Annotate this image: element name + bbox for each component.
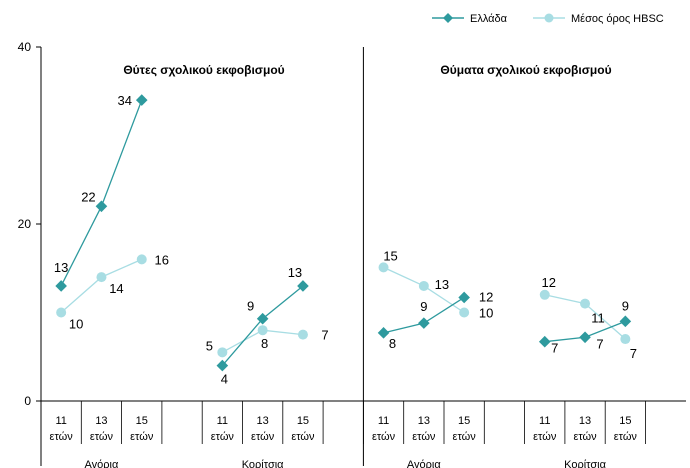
x-tick-label: ετών <box>130 431 154 443</box>
data-point-hbsc <box>620 334 631 345</box>
x-tick-label: 15 <box>297 415 309 427</box>
x-tick-label: ετών <box>453 431 477 443</box>
data-point-greece <box>458 291 470 304</box>
data-point-hbsc <box>96 272 107 283</box>
data-label: 9 <box>420 299 427 314</box>
series-line-greece <box>60 99 143 287</box>
x-tick-label: 13 <box>418 415 430 427</box>
data-point-hbsc <box>580 298 591 309</box>
legend-marker-greece <box>443 13 453 23</box>
data-point-hbsc <box>217 347 228 358</box>
x-tick-label: ετών <box>573 431 597 443</box>
y-tick-label: 20 <box>18 217 32 231</box>
data-point-hbsc <box>378 262 389 273</box>
data-point-hbsc <box>297 329 308 340</box>
x-tick-label: ετών <box>50 431 74 443</box>
x-tick-label: ετών <box>291 431 315 443</box>
data-point-hbsc <box>418 280 429 291</box>
data-label: 14 <box>109 281 123 296</box>
gender-label: Κορίτσια <box>564 459 606 468</box>
x-tick-label: ετών <box>412 431 436 443</box>
x-tick-label: 11 <box>217 415 228 427</box>
data-label: 7 <box>630 346 637 361</box>
data-point-greece <box>297 280 309 292</box>
panel-title: Θύτες σχολικού εκφοβισμού <box>123 63 284 77</box>
data-label: 10 <box>479 306 493 321</box>
data-label: 15 <box>383 248 397 263</box>
data-label: 5 <box>206 338 213 353</box>
legend-label: Μέσος όρος HBSC <box>571 13 664 25</box>
data-label: 10 <box>69 317 83 332</box>
data-point-greece <box>216 359 229 372</box>
data-label: 16 <box>155 252 169 267</box>
data-label: 4 <box>221 372 228 387</box>
data-point-greece <box>55 280 67 292</box>
data-label: 8 <box>261 336 268 351</box>
data-point-greece <box>95 200 108 213</box>
data-label: 8 <box>389 336 396 351</box>
x-tick-label: ετών <box>251 431 275 443</box>
data-label: 9 <box>622 298 629 313</box>
y-tick-label: 0 <box>24 394 31 408</box>
data-point-greece <box>135 94 148 106</box>
data-label: 7 <box>596 336 603 351</box>
x-tick-label: 11 <box>378 415 389 427</box>
x-tick-label: 15 <box>458 415 470 427</box>
data-point-greece <box>619 315 632 328</box>
x-tick-label: ετών <box>211 431 235 443</box>
data-point-hbsc <box>539 289 550 300</box>
data-label: 13 <box>288 265 302 280</box>
data-point-greece <box>579 331 591 344</box>
x-tick-label: 15 <box>619 415 631 427</box>
series-line-hbsc <box>60 258 143 313</box>
panel-title: Θύματα σχολικού εκφοβισμού <box>440 63 611 77</box>
legend-marker-hbsc <box>544 13 554 23</box>
data-label: 7 <box>551 341 558 356</box>
x-tick-label: ετών <box>372 431 396 443</box>
legend-label: Ελλάδα <box>470 13 508 25</box>
data-point-hbsc <box>257 325 268 336</box>
data-point-hbsc <box>56 307 67 318</box>
data-label: 12 <box>542 275 556 290</box>
data-label: 11 <box>591 311 605 326</box>
data-label: 22 <box>81 189 95 204</box>
x-tick-label: ετών <box>533 431 557 443</box>
data-label: 13 <box>435 277 449 292</box>
data-point-greece <box>538 335 551 348</box>
y-tick-label: 40 <box>18 40 32 54</box>
data-point-hbsc <box>136 254 147 265</box>
x-tick-label: ετών <box>614 431 638 443</box>
data-label: 13 <box>54 260 68 275</box>
data-point-hbsc <box>459 307 470 318</box>
x-tick-label: 13 <box>579 415 591 427</box>
data-point-greece <box>256 312 269 325</box>
data-point-greece <box>418 317 430 329</box>
x-tick-label: 15 <box>136 415 148 427</box>
x-tick-label: ετών <box>90 431 114 443</box>
x-tick-label: 11 <box>539 415 550 427</box>
gender-label: Αγόρια <box>85 459 119 468</box>
x-tick-label: 11 <box>55 415 66 427</box>
data-label: 34 <box>118 93 132 108</box>
data-label: 7 <box>321 328 328 343</box>
data-label: 12 <box>479 289 493 304</box>
data-label: 9 <box>247 299 254 314</box>
gender-label: Κορίτσια <box>242 459 284 468</box>
data-point-greece <box>377 327 390 339</box>
x-tick-label: 13 <box>257 415 269 427</box>
gender-label: Αγόρια <box>407 459 441 468</box>
x-tick-label: 13 <box>95 415 107 427</box>
